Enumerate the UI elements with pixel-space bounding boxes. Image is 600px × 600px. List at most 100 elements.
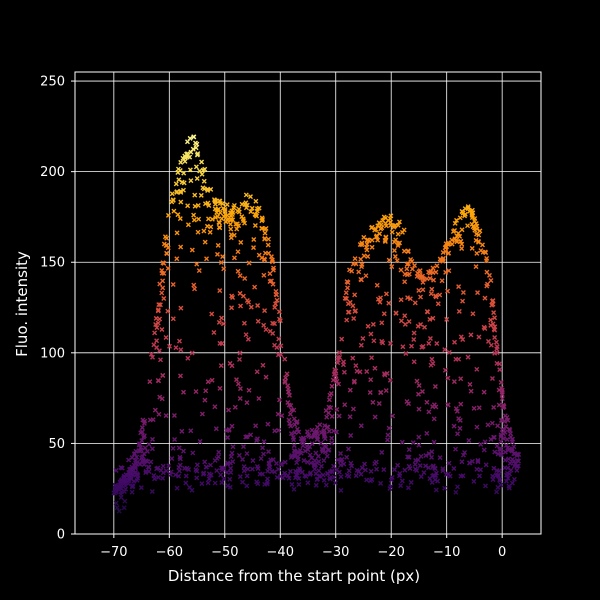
data-point-marker bbox=[209, 311, 215, 317]
data-point-marker bbox=[501, 427, 507, 433]
data-point-marker bbox=[193, 145, 199, 151]
data-point-marker bbox=[228, 465, 234, 471]
data-point-marker bbox=[424, 308, 430, 314]
data-point-marker bbox=[236, 223, 242, 229]
data-point-marker bbox=[346, 309, 352, 315]
data-point-marker bbox=[217, 340, 223, 346]
data-point-marker bbox=[338, 474, 344, 480]
data-point-marker bbox=[460, 290, 466, 296]
data-point-marker bbox=[364, 477, 370, 483]
data-point-marker bbox=[347, 387, 353, 393]
data-point-marker bbox=[253, 423, 259, 429]
data-point-marker bbox=[498, 379, 504, 385]
data-point-marker bbox=[466, 460, 472, 466]
data-points bbox=[111, 134, 522, 514]
data-point-marker bbox=[314, 428, 320, 434]
data-point-marker bbox=[189, 247, 195, 253]
data-point-marker bbox=[163, 468, 169, 474]
data-point-marker bbox=[192, 192, 198, 198]
data-point-marker bbox=[495, 423, 501, 429]
data-point-marker bbox=[329, 383, 335, 389]
data-point-marker bbox=[121, 505, 127, 511]
data-point-marker bbox=[326, 428, 332, 434]
data-point-marker bbox=[209, 377, 215, 383]
data-point-marker bbox=[141, 433, 147, 439]
data-point-marker bbox=[146, 464, 152, 470]
data-point-marker bbox=[287, 411, 293, 417]
data-point-marker bbox=[229, 293, 235, 299]
data-point-marker bbox=[429, 454, 435, 460]
data-point-marker bbox=[369, 355, 375, 361]
data-point-marker bbox=[498, 482, 504, 488]
data-point-marker bbox=[226, 407, 232, 413]
data-point-marker bbox=[155, 465, 161, 471]
data-point-marker bbox=[502, 449, 508, 455]
data-point-marker bbox=[262, 308, 268, 314]
data-point-marker bbox=[351, 378, 357, 384]
data-point-marker bbox=[230, 444, 236, 450]
data-point-marker bbox=[118, 464, 124, 470]
data-point-marker bbox=[273, 288, 279, 294]
data-point-marker bbox=[235, 381, 241, 387]
data-point-marker bbox=[371, 338, 377, 344]
data-point-marker bbox=[233, 221, 239, 227]
data-point-marker bbox=[221, 266, 227, 272]
data-point-marker bbox=[419, 344, 425, 350]
data-point-marker bbox=[129, 464, 135, 470]
data-point-marker bbox=[465, 205, 471, 211]
data-point-marker bbox=[265, 476, 270, 482]
data-point-marker bbox=[348, 433, 354, 438]
data-point-marker bbox=[217, 385, 223, 391]
data-point-marker bbox=[344, 279, 350, 285]
data-point-marker bbox=[352, 308, 358, 314]
data-point-marker bbox=[199, 411, 205, 417]
data-point-marker bbox=[248, 432, 254, 438]
data-point-marker bbox=[292, 422, 298, 428]
data-point-marker bbox=[282, 459, 288, 465]
x-axis-ticks: −70 −60 −50 −40 −30 −20 −10 0 bbox=[100, 534, 506, 560]
data-point-marker bbox=[507, 446, 513, 452]
data-point-marker bbox=[356, 269, 362, 275]
data-point-marker bbox=[211, 330, 217, 336]
data-point-marker bbox=[216, 224, 222, 230]
data-point-marker bbox=[236, 206, 242, 212]
data-point-marker bbox=[333, 429, 339, 435]
data-point-marker bbox=[299, 439, 305, 445]
y-tick-label: 250 bbox=[40, 75, 65, 90]
data-point-marker bbox=[423, 453, 429, 459]
data-point-marker bbox=[250, 458, 256, 464]
data-point-marker bbox=[237, 290, 243, 296]
data-point-marker bbox=[375, 237, 381, 243]
data-point-marker bbox=[496, 387, 502, 393]
data-point-marker bbox=[286, 389, 292, 395]
data-point-marker bbox=[171, 208, 177, 214]
data-point-marker bbox=[293, 468, 299, 474]
data-point-marker bbox=[173, 181, 179, 187]
data-point-marker bbox=[213, 426, 219, 432]
data-point-marker bbox=[388, 484, 394, 490]
data-point-marker bbox=[156, 411, 162, 417]
data-point-marker bbox=[205, 186, 211, 192]
data-point-marker bbox=[165, 212, 171, 218]
data-point-marker bbox=[372, 365, 378, 371]
data-point-marker bbox=[333, 373, 339, 379]
data-point-marker bbox=[442, 347, 448, 353]
data-point-marker bbox=[478, 441, 484, 447]
data-point-marker bbox=[286, 402, 292, 408]
y-tick-label: 150 bbox=[40, 256, 65, 271]
data-point-marker bbox=[150, 354, 156, 360]
data-point-marker bbox=[451, 423, 457, 429]
data-point-marker bbox=[402, 313, 408, 319]
data-point-marker bbox=[315, 434, 321, 440]
data-point-marker bbox=[435, 478, 441, 484]
data-point-marker bbox=[296, 482, 302, 488]
data-point-marker bbox=[291, 486, 297, 492]
data-point-marker bbox=[178, 199, 184, 205]
data-point-marker bbox=[460, 452, 466, 458]
y-tick-label: 200 bbox=[40, 165, 65, 180]
y-tick-label: 50 bbox=[48, 437, 65, 452]
data-point-marker bbox=[168, 469, 174, 475]
data-point-marker bbox=[291, 437, 297, 443]
data-point-marker bbox=[277, 397, 282, 403]
data-point-marker bbox=[174, 485, 180, 491]
